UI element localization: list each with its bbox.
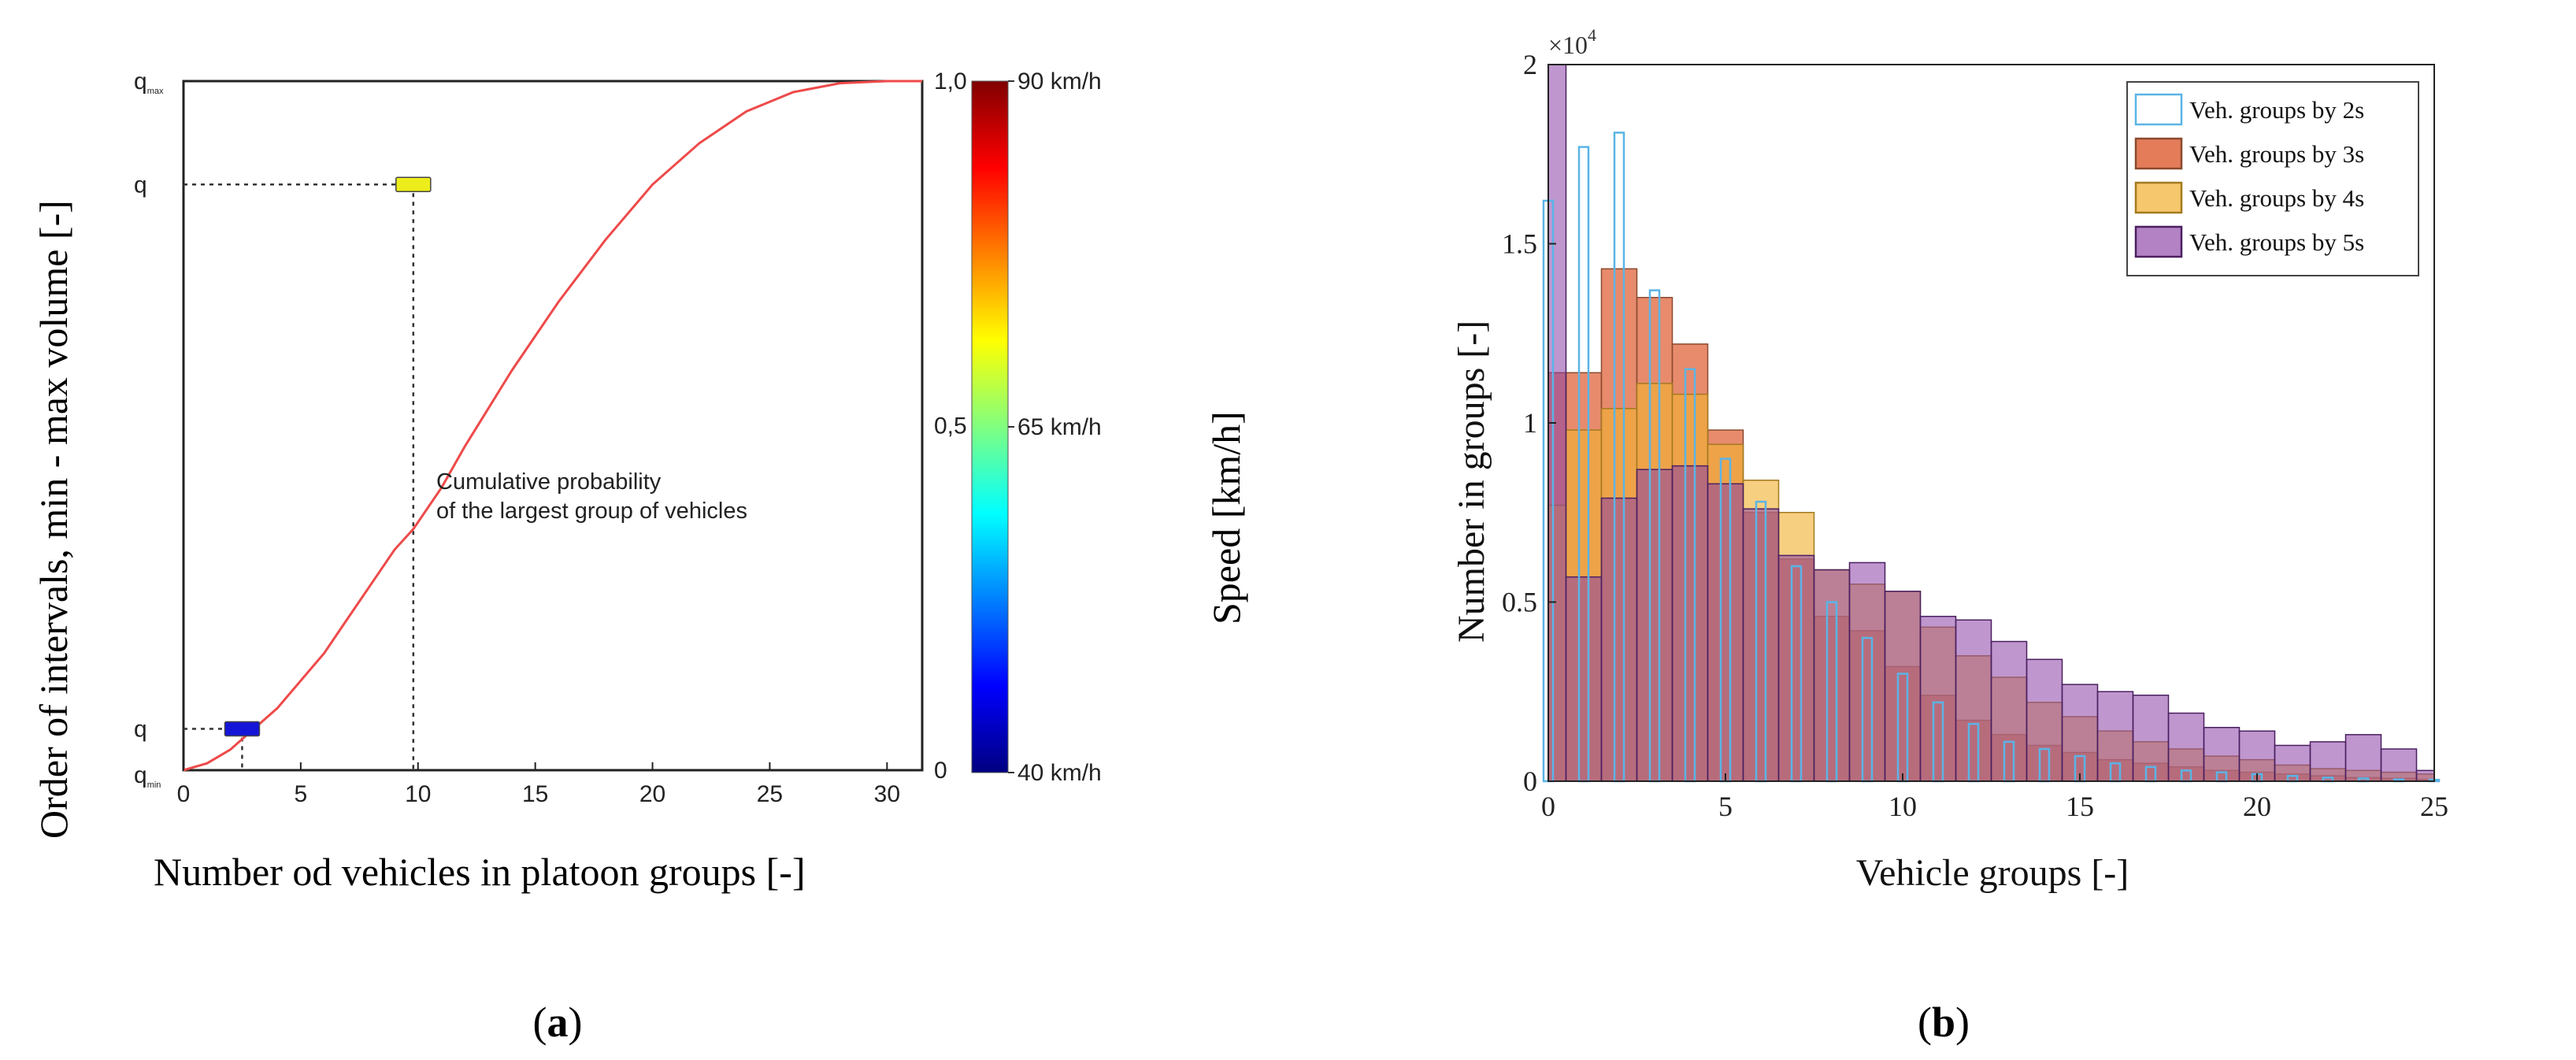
panel-a-plot-frame bbox=[182, 80, 924, 772]
panel-a-probability-ticks: 1,0 0,5 0 bbox=[934, 69, 967, 784]
legend-swatch bbox=[2134, 181, 2183, 214]
cumulative-probability-curve bbox=[183, 80, 922, 772]
a-right-tick-label: 0,5 bbox=[934, 413, 967, 439]
bar bbox=[1671, 465, 1709, 782]
panel-b-bars bbox=[1542, 64, 2441, 783]
b-ytick-label: 2 bbox=[1523, 49, 1537, 80]
panel-a-guide-lines bbox=[183, 183, 415, 770]
a-xtick-label: 30 bbox=[874, 781, 900, 807]
legend-entry-label: Veh. groups by 2s bbox=[2189, 96, 2364, 124]
bar bbox=[1707, 483, 1744, 782]
panel-b-x-axis-label: Vehicle groups [-] bbox=[1856, 852, 2129, 894]
bar bbox=[1636, 469, 1673, 782]
bar bbox=[1813, 569, 1851, 782]
bar bbox=[2061, 684, 2099, 782]
panel-b-x-ticks: 0 5 10 15 20 25 bbox=[1541, 773, 2448, 822]
marker-low bbox=[224, 721, 261, 737]
legend-swatch bbox=[2134, 93, 2183, 126]
panel-b-caption: (b) bbox=[1918, 999, 1970, 1046]
bar bbox=[1990, 640, 2028, 782]
a-xtick-label: 25 bbox=[757, 781, 783, 807]
panel-a-x-axis-label: Number od vehicles in platoon groups [-] bbox=[154, 850, 806, 894]
q-low-label-letter: q bbox=[134, 717, 147, 743]
q-min-label-subscript: min bbox=[147, 780, 161, 790]
panel-a-letter: a bbox=[547, 999, 569, 1046]
colorbar-tick-label: 40 km/h bbox=[1017, 760, 1102, 786]
panel-b-y-axis-label: Number in groups [-] bbox=[1451, 321, 1492, 643]
bar bbox=[2096, 691, 2134, 782]
b-ytick-label: 0.5 bbox=[1502, 587, 1537, 618]
legend-entry-label: Veh. groups by 5s bbox=[2189, 228, 2364, 256]
b-xtick-label: 0 bbox=[1541, 791, 1555, 822]
b-xtick-label: 15 bbox=[2066, 791, 2094, 822]
b-xtick-label: 20 bbox=[2243, 791, 2271, 822]
colorbar-tick-label: 90 km/h bbox=[1017, 69, 1102, 95]
bar bbox=[1848, 562, 1886, 782]
a-xtick-label: 5 bbox=[295, 781, 308, 807]
q-max-label-subscript: max bbox=[147, 87, 164, 96]
q-high-label: q bbox=[134, 172, 147, 198]
panel-b: 0 5 10 15 20 25 0 0.5 1 1.5 2 ×104 Veh. groups by… bbox=[1451, 25, 2448, 1046]
speed-colorbar bbox=[971, 80, 1009, 773]
bar bbox=[1600, 497, 1638, 782]
a-xtick-label: 20 bbox=[639, 781, 665, 807]
b-xtick-label: 25 bbox=[2420, 791, 2448, 822]
b-ytick-label: 1 bbox=[1523, 407, 1537, 439]
panel-b-legend: Veh. groups by 2s Veh. groups by 3s Veh. g… bbox=[2126, 81, 2419, 276]
marker-high bbox=[395, 176, 432, 192]
bar bbox=[1777, 554, 1815, 782]
colorbar-label: Speed [km/h] bbox=[1204, 411, 1248, 625]
bar bbox=[1919, 615, 1957, 782]
exponent-base: ×10 bbox=[1548, 31, 1588, 59]
a-xtick-label: 10 bbox=[405, 781, 431, 807]
bar bbox=[1884, 591, 1922, 782]
legend-entry-label: Veh. groups by 4s bbox=[2189, 184, 2364, 212]
a-xtick-label: 15 bbox=[522, 781, 548, 807]
q-low-label: q bbox=[134, 717, 147, 743]
bar bbox=[2380, 748, 2418, 782]
a-right-tick-label: 0 bbox=[934, 758, 947, 784]
panel-a-caption: (a) bbox=[533, 999, 583, 1046]
legend-swatch bbox=[2134, 137, 2183, 170]
legend-swatch bbox=[2134, 225, 2183, 258]
panel-a-speed-markers bbox=[224, 176, 432, 737]
bar bbox=[2132, 695, 2170, 782]
q-high-label-letter: q bbox=[134, 172, 147, 198]
speed-colorbar-ticks: 90 km/h 65 km/h 40 km/h bbox=[1008, 69, 1102, 786]
panel-b-letter: b bbox=[1932, 999, 1955, 1046]
q-max-label: qmax bbox=[134, 69, 164, 96]
b-ytick-label: 1.5 bbox=[1502, 228, 1537, 260]
legend-entry-label: Veh. groups by 3s bbox=[2189, 140, 2364, 168]
curve-annotation-line1: Cumulative probability bbox=[436, 469, 662, 495]
colorbar-tick-label: 65 km/h bbox=[1017, 414, 1102, 440]
bar bbox=[2344, 734, 2382, 782]
q-min-label-letter: q bbox=[134, 762, 147, 788]
panel-a-x-ticks: 0 5 10 15 20 25 30 bbox=[177, 762, 900, 807]
a-right-tick-label: 1,0 bbox=[934, 69, 967, 95]
bar bbox=[1955, 619, 1992, 782]
a-xtick-label: 0 bbox=[177, 781, 191, 807]
q-max-label-letter: q bbox=[134, 69, 147, 95]
curve-annotation-line2: of the largest group of vehicles bbox=[436, 498, 747, 524]
bar bbox=[2309, 741, 2347, 782]
bar bbox=[1742, 508, 1780, 782]
b-xtick-label: 5 bbox=[1718, 791, 1733, 822]
b-xtick-label: 10 bbox=[1888, 791, 1917, 822]
panel-a-y-axis-label: Order of intervals, min - max volume [-] bbox=[32, 200, 76, 839]
bar bbox=[1565, 576, 1603, 782]
b-ytick-label: 0 bbox=[1523, 765, 1537, 797]
exponent-power: 4 bbox=[1588, 25, 1596, 45]
panel-b-y-ticks: 0 0.5 1 1.5 2 bbox=[1502, 49, 1556, 797]
y-exponent-label: ×104 bbox=[1548, 25, 1596, 59]
q-min-label: qmin bbox=[134, 762, 161, 790]
bar bbox=[2026, 658, 2063, 782]
